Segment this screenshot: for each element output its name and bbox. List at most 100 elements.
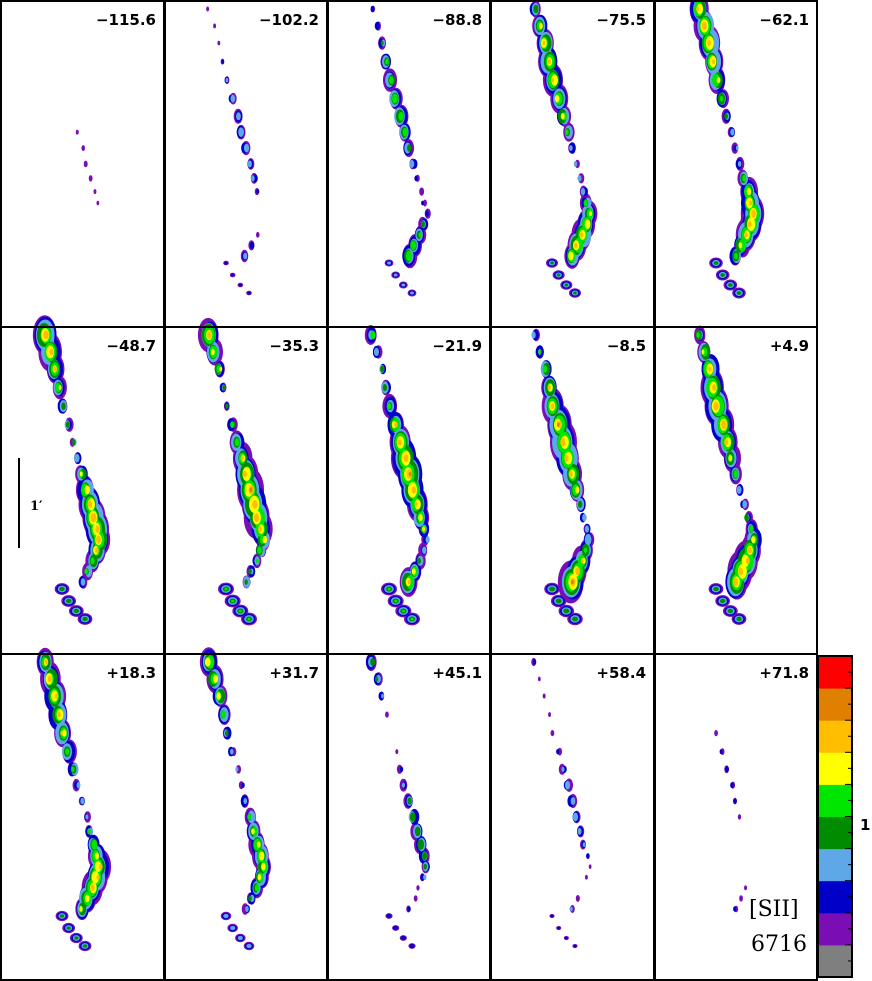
emission-contour xyxy=(580,188,586,196)
emission-contour xyxy=(380,40,384,46)
emission-contour xyxy=(370,5,375,13)
emission-contour xyxy=(79,471,83,477)
emission-contour xyxy=(570,797,576,805)
emission-contour xyxy=(583,199,588,207)
velocity-label: +4.9 xyxy=(770,337,809,355)
colorbar-level xyxy=(818,880,852,914)
emission-contour xyxy=(65,748,70,756)
emission-contour xyxy=(65,421,70,428)
emission-contour xyxy=(533,4,539,14)
emission-contour xyxy=(385,711,389,718)
emission-contour xyxy=(72,439,76,446)
colorbar-level xyxy=(818,720,852,753)
emission-contour xyxy=(394,421,398,428)
velocity-label: +18.3 xyxy=(106,664,156,682)
channel-panel: +18.3 xyxy=(36,647,156,952)
emission-contour xyxy=(80,578,86,586)
emission-contour xyxy=(733,906,737,912)
channel-panel: +71.8 xyxy=(714,664,809,913)
emission-contour xyxy=(542,693,546,699)
emission-contour xyxy=(737,160,742,167)
emission-contour xyxy=(370,330,376,340)
emission-contour xyxy=(416,885,420,891)
emission-contour xyxy=(401,782,406,788)
velocity-label: +71.8 xyxy=(759,664,809,682)
emission-contour xyxy=(258,525,262,533)
emission-contour xyxy=(43,330,49,340)
emission-contour xyxy=(387,261,391,265)
emission-contour xyxy=(255,558,259,564)
emission-contour xyxy=(727,283,733,287)
emission-contour xyxy=(417,839,425,850)
emission-contour xyxy=(560,113,565,120)
channel-panel: +58.4 xyxy=(531,657,646,949)
emission-contour xyxy=(736,291,742,295)
emission-contour xyxy=(206,6,210,12)
emission-contour xyxy=(401,609,405,613)
emission-contour xyxy=(564,454,569,462)
wavelength-label: 6716 xyxy=(751,932,807,957)
emission-contour xyxy=(422,199,427,207)
channel-panel: −102.2 xyxy=(206,6,319,296)
emission-contour xyxy=(81,145,86,152)
channel-panel: +45.1 xyxy=(365,653,482,949)
emission-contour xyxy=(234,438,240,447)
emission-contour xyxy=(391,93,398,104)
panel-frame xyxy=(490,0,655,328)
emission-contour xyxy=(577,500,583,508)
emission-contour xyxy=(719,598,726,604)
emission-contour xyxy=(716,77,721,84)
emission-contour xyxy=(407,144,412,152)
emission-contour xyxy=(85,894,90,903)
emission-contour xyxy=(751,209,757,218)
panel-frame xyxy=(327,0,491,328)
emission-contour xyxy=(261,862,266,871)
emission-contour xyxy=(241,782,245,788)
emission-contour xyxy=(738,242,743,249)
emission-contour xyxy=(237,935,243,941)
emission-contour xyxy=(568,470,573,478)
emission-contour xyxy=(724,439,729,446)
emission-contour xyxy=(83,160,88,168)
emission-contour xyxy=(730,782,734,789)
emission-contour xyxy=(222,385,226,391)
colorbar-level xyxy=(818,656,852,689)
colorbar-tick-label: 1 xyxy=(860,816,870,834)
channel-panel: −88.8 xyxy=(370,5,482,297)
emission-contour xyxy=(225,77,229,83)
emission-contour xyxy=(554,94,560,103)
emission-contour xyxy=(220,710,226,719)
emission-contour xyxy=(746,188,752,196)
emission-contour xyxy=(374,21,380,31)
emission-contour xyxy=(713,401,719,411)
emission-contour xyxy=(548,59,551,64)
emission-contour xyxy=(61,402,66,410)
emission-contour xyxy=(733,470,739,479)
emission-contour xyxy=(90,557,95,565)
emission-contour xyxy=(423,874,427,881)
emission-contour xyxy=(76,781,81,789)
emission-contour xyxy=(90,884,95,892)
emission-contour xyxy=(582,842,586,847)
emission-contour xyxy=(94,861,102,873)
emission-contour xyxy=(410,617,414,621)
emission-contour xyxy=(739,895,743,902)
emission-contour xyxy=(414,826,421,837)
emission-contour xyxy=(257,874,262,881)
emission-contour xyxy=(79,906,83,912)
velocity-label: +31.7 xyxy=(269,664,319,682)
emission-contour xyxy=(736,616,742,622)
emission-contour xyxy=(254,884,260,892)
emission-contour xyxy=(243,252,248,260)
emission-contour xyxy=(577,828,582,835)
emission-contour xyxy=(734,252,738,260)
emission-contour xyxy=(696,332,700,338)
emission-contour xyxy=(409,159,415,168)
emission-contour xyxy=(733,145,737,152)
emission-contour xyxy=(551,77,554,83)
emission-contour xyxy=(59,914,65,918)
emission-contour xyxy=(375,676,379,682)
emission-contour xyxy=(395,749,399,755)
emission-contour xyxy=(708,366,712,372)
channel-panel: −35.3 xyxy=(197,317,319,626)
